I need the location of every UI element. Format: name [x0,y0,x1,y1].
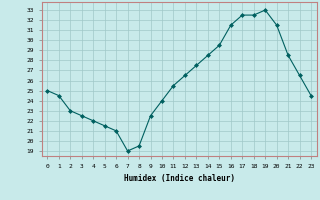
X-axis label: Humidex (Indice chaleur): Humidex (Indice chaleur) [124,174,235,183]
